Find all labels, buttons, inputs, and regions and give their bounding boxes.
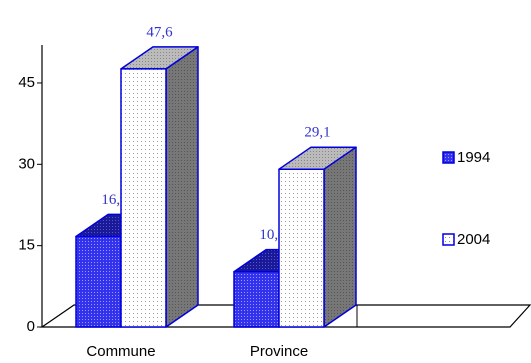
x-tick-label: Province (250, 343, 308, 360)
bar-side (323, 146, 357, 328)
bar (278, 168, 325, 328)
x-tick-label: Commune (86, 343, 155, 360)
y-tick-label: 30 (18, 155, 35, 172)
y-tick-label: 0 (27, 318, 35, 335)
bar (233, 270, 280, 328)
y-tick-label: 15 (18, 237, 35, 254)
value-label: 29,1 (304, 125, 330, 141)
floor (40, 304, 531, 328)
bar (120, 68, 167, 328)
legend-label: 1994 (457, 149, 490, 166)
legend-label: 2004 (457, 231, 490, 248)
y-tick-label: 45 (18, 74, 35, 91)
value-label: 47,6 (146, 24, 173, 40)
legend-swatch (442, 233, 455, 246)
bar (75, 235, 122, 328)
legend-swatch (442, 151, 455, 164)
bar-side (165, 46, 199, 328)
